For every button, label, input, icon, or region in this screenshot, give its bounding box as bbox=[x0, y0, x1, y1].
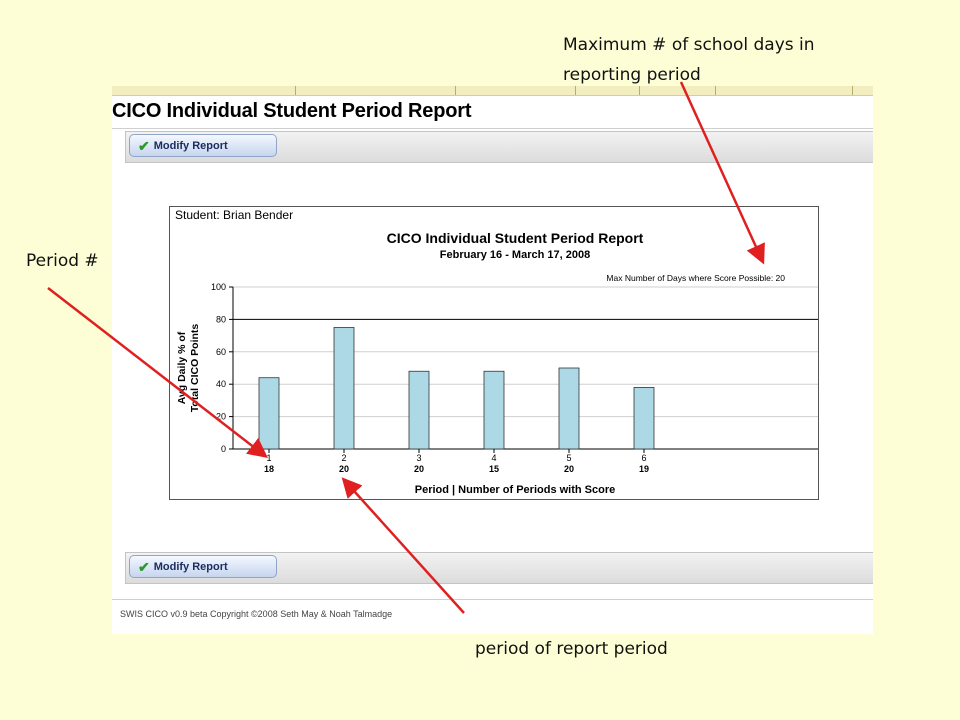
footer-divider bbox=[112, 599, 873, 600]
bar-period-6 bbox=[633, 387, 655, 450]
student-name: Student: Brian Bender bbox=[175, 208, 293, 222]
y-tick-label: 100 bbox=[211, 282, 226, 292]
y-tick-label: 80 bbox=[216, 314, 226, 324]
period-count-label: 20 bbox=[339, 464, 349, 474]
period-label: 5 bbox=[566, 453, 571, 463]
max-days-note: Max Number of Days where Score Possible:… bbox=[606, 273, 785, 283]
period-count-label: 19 bbox=[639, 464, 649, 474]
checkmark-icon: ✔ bbox=[138, 137, 150, 154]
top-toolbar-strip bbox=[112, 86, 873, 96]
period-label: 4 bbox=[491, 453, 496, 463]
modify-report-label: Modify Report bbox=[153, 139, 228, 152]
bar-period-2 bbox=[333, 327, 355, 450]
modify-report-button-top[interactable]: ✔ Modify Report bbox=[129, 134, 277, 157]
x-axis-label: Period | Number of Periods with Score bbox=[415, 484, 616, 496]
bar-period-3 bbox=[408, 370, 430, 450]
bar-period-1 bbox=[258, 377, 280, 450]
bar-period-5 bbox=[558, 367, 580, 450]
chart-svg: Student: Brian Bender CICO Individual Stu… bbox=[175, 208, 818, 496]
bottom-button-bar: ✔ Modify Report bbox=[125, 552, 873, 584]
modify-report-button-bottom[interactable]: ✔ Modify Report bbox=[129, 555, 277, 578]
y-tick-label: 40 bbox=[216, 379, 226, 389]
copyright-footer: SWIS CICO v0.9 beta Copyright ©2008 Seth… bbox=[120, 609, 393, 619]
chart-title: CICO Individual Student Period Report bbox=[387, 230, 644, 246]
y-tick-label: 20 bbox=[216, 412, 226, 422]
period-label: 6 bbox=[641, 453, 646, 463]
period-count-label: 18 bbox=[264, 464, 274, 474]
y-axis-label-line1: Avg Daily % of bbox=[176, 331, 188, 404]
period-label: 1 bbox=[266, 453, 271, 463]
top-button-bar: ✔ Modify Report bbox=[125, 131, 873, 163]
report-screenshot: CICO Individual Student Period Report ✔ … bbox=[112, 86, 873, 634]
annotation-max-days: Maximum # of school days in reporting pe… bbox=[563, 35, 815, 85]
page-title: CICO Individual Student Period Report bbox=[112, 100, 472, 122]
y-tick-label: 0 bbox=[221, 444, 226, 454]
y-tick-label: 60 bbox=[216, 347, 226, 357]
period-count-label: 20 bbox=[564, 464, 574, 474]
period-label: 3 bbox=[416, 453, 421, 463]
chart-subtitle: February 16 - March 17, 2008 bbox=[440, 249, 590, 261]
y-axis-label-line2: Total CICO Points bbox=[189, 324, 201, 413]
period-label: 2 bbox=[341, 453, 346, 463]
annotation-period-number: Period # bbox=[26, 251, 99, 271]
modify-report-label: Modify Report bbox=[153, 560, 228, 573]
bar-period-4 bbox=[483, 370, 505, 450]
checkmark-icon: ✔ bbox=[138, 558, 150, 575]
title-divider bbox=[112, 128, 873, 129]
period-count-label: 15 bbox=[489, 464, 499, 474]
period-count-label: 20 bbox=[414, 464, 424, 474]
period-report-chart: Student: Brian Bender CICO Individual Stu… bbox=[169, 206, 819, 500]
